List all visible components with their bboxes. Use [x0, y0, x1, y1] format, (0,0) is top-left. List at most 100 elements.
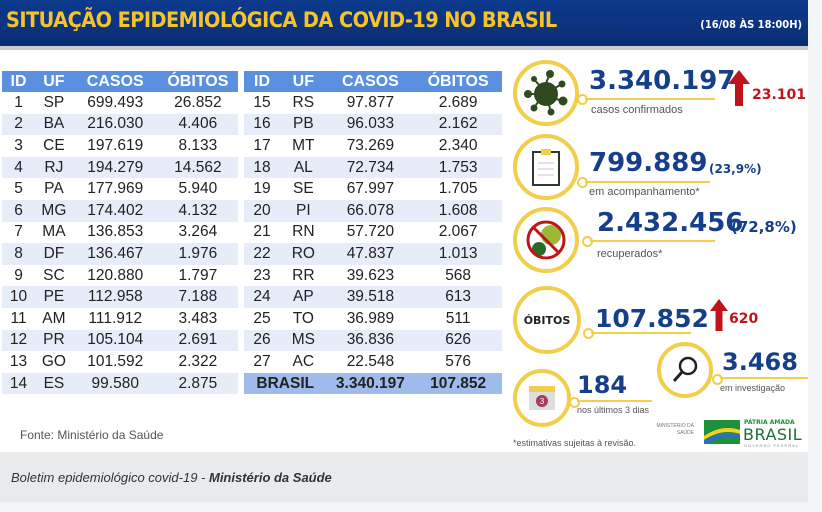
- cell-casos: 120.880: [87, 266, 144, 284]
- cell-id: 15: [253, 93, 271, 111]
- monitoring-value: 799.889: [589, 148, 708, 178]
- cell-obitos: 576: [445, 352, 472, 370]
- cell-casos: 216.030: [72, 113, 158, 136]
- cell-id: 19: [253, 180, 271, 198]
- cell-id: 7: [14, 223, 23, 241]
- cell-uf: RR: [292, 266, 315, 284]
- ministry-logo-text: MINISTÉRIO DA SAÚDE: [656, 423, 694, 436]
- cell-casos: 105.104: [72, 329, 158, 352]
- recovered-percent: (72,8%): [731, 218, 797, 236]
- table-row: 2 BA 216.030 4.406: [2, 113, 238, 136]
- column-header-obitos: ÓBITOS: [414, 71, 502, 92]
- confirmed-cases-value: 3.340.197: [589, 66, 736, 96]
- cell-id: 17: [253, 136, 271, 154]
- column-header-casos: CASOS: [72, 71, 158, 92]
- cell-uf: AL: [280, 156, 327, 179]
- cell-casos: 97.877: [346, 93, 395, 111]
- cell-obitos: 626: [414, 329, 502, 352]
- caption-prefix: Boletim epidemiológico covid-19 -: [11, 470, 209, 485]
- cell-id: 11: [10, 309, 27, 327]
- deaths-delta: 620: [729, 311, 759, 327]
- table-row: 27 AC 22.548 576: [244, 351, 502, 373]
- cell-obitos: 26.852: [174, 93, 222, 111]
- cell-id: 9: [14, 266, 23, 284]
- cell-casos: 136.467: [72, 243, 158, 265]
- cell-id: 22: [244, 243, 281, 265]
- cell-id: 10: [2, 286, 36, 308]
- governo-federal-text: GOVERNO FEDERAL: [744, 443, 800, 448]
- patria-amada-text: PÁTRIA AMADA: [744, 419, 795, 426]
- cell-id: 21: [253, 223, 271, 241]
- cell-id: 24: [244, 286, 281, 308]
- cell-uf: SE: [292, 180, 314, 198]
- up-arrow-icon: [710, 299, 728, 331]
- cell-casos: 101.592: [87, 352, 144, 370]
- table-row: 19 SE 67.997 1.705: [244, 178, 502, 200]
- cell-obitos: 1.753: [414, 156, 502, 179]
- caption-source: Ministério da Saúde: [208, 470, 332, 485]
- cell-uf: SC: [43, 266, 65, 284]
- footnote: *estimativas sujeitas à revisão.: [513, 438, 637, 448]
- cell-uf: ES: [35, 372, 73, 395]
- cell-id: 4: [2, 156, 36, 179]
- last-3-days-value: 184: [577, 371, 628, 399]
- table-row: 13 GO 101.592 2.322: [2, 351, 238, 373]
- cell-uf: AP: [280, 286, 327, 308]
- cell-uf: AM: [42, 309, 66, 327]
- confirmed-delta: 23.101: [752, 87, 807, 103]
- cell-obitos: 1.608: [414, 199, 502, 222]
- cell-uf: RS: [292, 93, 315, 111]
- calendar-icon-circle: 3: [513, 369, 571, 427]
- total-row: BRASIL 3.340.197 107.852: [244, 372, 502, 395]
- cell-casos: 72.734: [326, 156, 415, 179]
- infographic-panel: SITUAÇÃO EPIDEMIOLÓGICA DA COVID-19 NO B…: [0, 0, 808, 452]
- table-row: 17 MT 73.269 2.340: [244, 135, 502, 157]
- column-header-obitos: ÓBITOS: [157, 71, 238, 92]
- table-row: 4 RJ 194.279 14.562: [2, 156, 238, 179]
- cell-casos: 112.958: [72, 286, 158, 308]
- investigation-label: em investigação: [720, 383, 786, 393]
- cell-uf: MT: [292, 136, 315, 154]
- cell-uf: PI: [280, 199, 327, 222]
- cell-obitos: 568: [445, 266, 472, 284]
- cell-obitos: 2.067: [438, 223, 478, 241]
- clipboard-icon-circle: [513, 134, 579, 200]
- banner-title: SITUAÇÃO EPIDEMIOLÓGICA DA COVID-19 NO B…: [6, 8, 557, 32]
- cell-uf: MS: [280, 329, 327, 352]
- cell-obitos: 2.875: [157, 372, 238, 395]
- source-note: Fonte: Ministério da Saúde: [20, 428, 164, 442]
- table-row: 16 PB 96.033 2.162: [244, 113, 502, 136]
- cell-casos: 96.033: [326, 113, 415, 136]
- cell-uf: RJ: [35, 156, 73, 179]
- clipboard-icon: [532, 149, 560, 186]
- investigation-value: 3.468: [722, 348, 798, 376]
- total-label: BRASIL: [244, 372, 327, 395]
- investigation-icon-circle: [657, 342, 713, 398]
- cell-casos: 36.989: [346, 309, 395, 327]
- cell-id: 13: [9, 352, 28, 370]
- cell-obitos: 8.133: [178, 136, 218, 154]
- cell-uf: TO: [292, 309, 314, 327]
- cell-uf: CE: [43, 136, 65, 154]
- recovered-value: 2.432.456: [597, 208, 744, 238]
- cell-obitos: 2.162: [414, 113, 502, 136]
- cell-id: 14: [2, 372, 36, 395]
- cell-id: 3: [14, 136, 23, 154]
- cell-uf: AC: [292, 352, 315, 370]
- table-row: 9 SC 120.880 1.797: [2, 265, 238, 287]
- no-virus-icon: [526, 220, 566, 260]
- calendar-icon: 3: [529, 386, 555, 410]
- cell-obitos: 1.013: [414, 243, 502, 265]
- cell-obitos: 4.406: [157, 113, 238, 136]
- magnifier-icon: [672, 356, 698, 382]
- cell-id: 26: [244, 329, 281, 352]
- total-deaths: 107.852: [414, 372, 502, 395]
- cell-id: 25: [253, 309, 271, 327]
- cell-id: 18: [244, 156, 281, 179]
- title-banner: SITUAÇÃO EPIDEMIOLÓGICA DA COVID-19 NO B…: [0, 0, 808, 50]
- cell-uf: SP: [43, 93, 65, 111]
- cell-id: 1: [14, 93, 23, 111]
- cell-id: 5: [14, 180, 23, 198]
- table-row: 21 RN 57.720 2.067: [244, 222, 502, 244]
- cell-obitos: 7.188: [157, 286, 238, 308]
